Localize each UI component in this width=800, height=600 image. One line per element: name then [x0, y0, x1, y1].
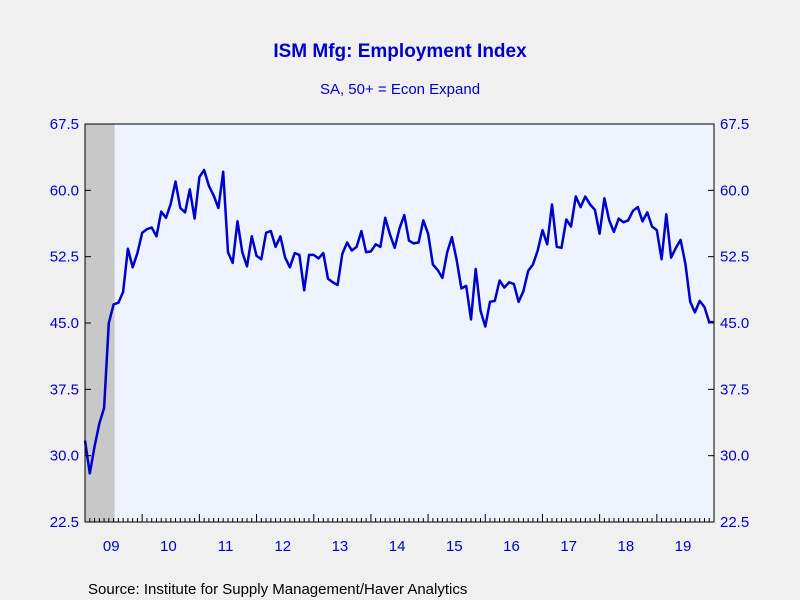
- plot-area: [85, 124, 714, 522]
- x-tick-label: 12: [274, 538, 291, 555]
- chart-title: ISM Mfg: Employment Index: [273, 41, 527, 62]
- y-tick-label-left: 60.0: [50, 182, 79, 199]
- series-line: [83, 168, 714, 475]
- x-tick-label: 11: [218, 538, 234, 555]
- y-tick-label-right: 30.0: [720, 448, 749, 465]
- y-tick-label-left: 30.0: [50, 448, 79, 465]
- x-tick-label: 19: [675, 538, 692, 555]
- y-tick-label-right: 60.0: [720, 182, 749, 199]
- x-tick-label: 10: [160, 538, 177, 555]
- chart-subtitle: SA, 50+ = Econ Expand: [320, 81, 480, 98]
- x-tick-label: 18: [618, 538, 635, 555]
- y-tick-label-right: 67.5: [720, 116, 749, 133]
- x-tick-label: 14: [389, 538, 406, 555]
- y-tick-label-left: 45.0: [50, 315, 79, 332]
- y-tick-label-right: 22.5: [720, 514, 749, 531]
- y-tick-label-left: 52.5: [50, 249, 79, 266]
- source-note: Source: Institute for Supply Management/…: [88, 581, 467, 598]
- x-tick-label: 16: [503, 538, 520, 555]
- x-tick-label: 09: [103, 538, 120, 555]
- y-tick-label-left: 22.5: [50, 514, 79, 531]
- x-tick-label: 15: [446, 538, 463, 555]
- x-tick-label: 13: [332, 538, 349, 555]
- y-tick-label-left: 67.5: [50, 116, 79, 133]
- y-tick-label-right: 52.5: [720, 249, 749, 266]
- x-tick-label: 17: [560, 538, 577, 555]
- y-tick-label-right: 37.5: [720, 381, 749, 398]
- y-tick-label-left: 37.5: [50, 381, 79, 398]
- y-tick-label-right: 45.0: [720, 315, 749, 332]
